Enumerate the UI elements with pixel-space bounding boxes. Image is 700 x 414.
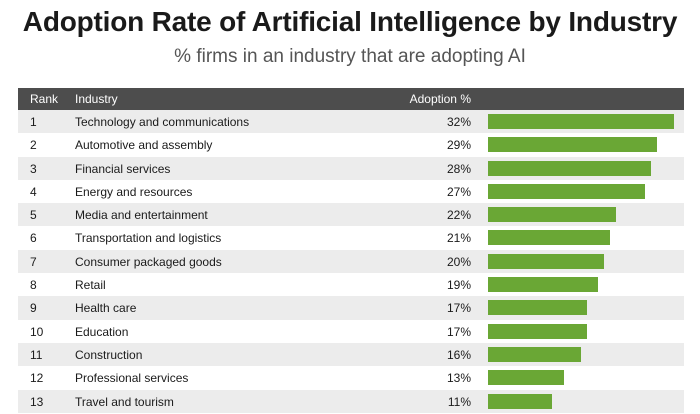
table-row: 3 Financial services 28%	[18, 156, 684, 180]
table-row: 9 Health care 17%	[18, 296, 684, 320]
adoption-value-label: 21%	[446, 231, 471, 246]
table-row: 1 Technology and communications 32%	[18, 110, 684, 134]
adoption-value-label: 20%	[446, 254, 471, 269]
industry-cell: Consumer packaged goods	[75, 254, 222, 269]
adoption-value-label: 32%	[446, 115, 471, 129]
adoption-bar	[488, 277, 599, 293]
industry-cell: Education	[75, 324, 129, 339]
table-row: 12 Professional services 13%	[18, 366, 684, 389]
table-row: 11 Construction 16%	[18, 342, 684, 367]
table-row: 5 Media and entertainment 22%	[18, 203, 684, 227]
header-rank: Rank	[30, 92, 59, 106]
rank-cell: 7	[30, 254, 37, 269]
adoption-value-label: 11%	[447, 394, 471, 409]
industry-cell: Transportation and logistics	[75, 231, 222, 246]
table-row: 2 Automotive and assembly 29%	[18, 133, 684, 156]
table-body: 1 Technology and communications 32% 2 Automo…	[18, 110, 684, 413]
industry-cell: Financial services	[75, 161, 171, 176]
adoption-bar	[488, 137, 657, 153]
rank-cell: 2	[30, 138, 37, 153]
adoption-value-label: 27%	[446, 184, 471, 199]
rank-cell: 4	[30, 184, 37, 199]
adoption-bar	[488, 253, 605, 269]
rank-cell: 3	[30, 161, 37, 176]
industry-cell: Media and entertainment	[75, 208, 208, 223]
adoption-bar	[488, 183, 645, 199]
adoption-value-label: 17%	[446, 324, 471, 339]
table-row: 8 Retail 19%	[18, 273, 684, 296]
rank-cell: 11	[30, 347, 43, 362]
table-row: 7 Consumer packaged goods 20%	[18, 249, 684, 274]
adoption-bar	[488, 323, 587, 339]
industry-cell: Health care	[75, 301, 137, 316]
adoption-bar	[488, 160, 651, 176]
header-industry: Industry	[75, 92, 118, 106]
adoption-bar	[488, 393, 552, 409]
adoption-bar	[488, 300, 587, 316]
rank-cell: 6	[30, 231, 37, 246]
adoption-value-label: 29%	[446, 138, 471, 153]
chart-title: Adoption Rate of Artificial Intelligence…	[22, 6, 678, 37]
adoption-value-label: 16%	[446, 347, 471, 362]
rank-cell: 8	[30, 278, 37, 293]
adoption-bar	[488, 230, 611, 246]
adoption-value-label: 22%	[446, 208, 471, 223]
industry-cell: Automotive and assembly	[75, 138, 213, 153]
adoption-bar	[488, 346, 581, 362]
industry-cell: Technology and communications	[75, 115, 250, 129]
adoption-bar	[488, 207, 616, 223]
table-header: Rank Industry Adoption %	[18, 88, 684, 110]
rank-cell: 13	[30, 394, 44, 409]
industry-cell: Energy and resources	[75, 184, 193, 199]
adoption-value-label: 13%	[446, 371, 471, 386]
adoption-table: Rank Industry Adoption % 1 Technology and…	[18, 88, 684, 413]
adoption-value-label: 17%	[446, 301, 471, 316]
rank-cell: 12	[30, 371, 44, 386]
adoption-value-label: 28%	[446, 161, 471, 176]
adoption-bar	[488, 114, 674, 129]
industry-cell: Construction	[75, 347, 143, 362]
table-row: 13 Travel and tourism 11%	[18, 389, 684, 413]
rank-cell: 9	[30, 301, 37, 316]
rank-cell: 10	[30, 324, 44, 339]
table-row: 4 Energy and resources 27%	[18, 180, 684, 203]
chart-subtitle: % firms in an industry that are adopting…	[174, 46, 526, 67]
table-row: 6 Transportation and logistics 21%	[18, 226, 684, 249]
adoption-value-label: 19%	[446, 278, 471, 293]
header-adoption: Adoption %	[409, 92, 471, 106]
adoption-bar	[488, 370, 564, 386]
industry-cell: Professional services	[75, 371, 189, 386]
industry-cell: Travel and tourism	[75, 394, 174, 409]
table-row: 10 Education 17%	[18, 320, 684, 343]
rank-cell: 1	[30, 115, 37, 129]
industry-cell: Retail	[75, 278, 106, 293]
rank-cell: 5	[30, 208, 37, 223]
